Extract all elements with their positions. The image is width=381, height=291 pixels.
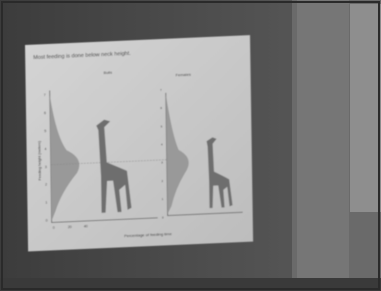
y-tick-label: 3 — [45, 165, 47, 169]
y-tick-label: 7 — [44, 93, 46, 97]
y-tick-label: 2 — [45, 183, 47, 187]
photo: Most feeding is done below neck height. … — [0, 0, 381, 291]
x-tick-label: 20 — [68, 225, 72, 229]
door — [297, 0, 349, 291]
x-tick-label: 0 — [53, 226, 55, 230]
panel-label: Females — [176, 73, 191, 78]
y-tick-label: 6 — [44, 111, 46, 115]
y-tick-label: 5 — [44, 129, 46, 133]
y-tick-label: 1 — [45, 201, 47, 205]
poster: Most feeding is done below neck height. … — [25, 35, 253, 251]
x-tick-label: 40 — [84, 224, 88, 228]
y-tick-label: 0 — [46, 219, 48, 223]
panel-label: Bulls — [103, 71, 112, 75]
y-axis-label: Feeding height (meters) — [37, 140, 42, 180]
y-tick-label: 4 — [45, 147, 47, 151]
whiteboard — [350, 4, 381, 212]
